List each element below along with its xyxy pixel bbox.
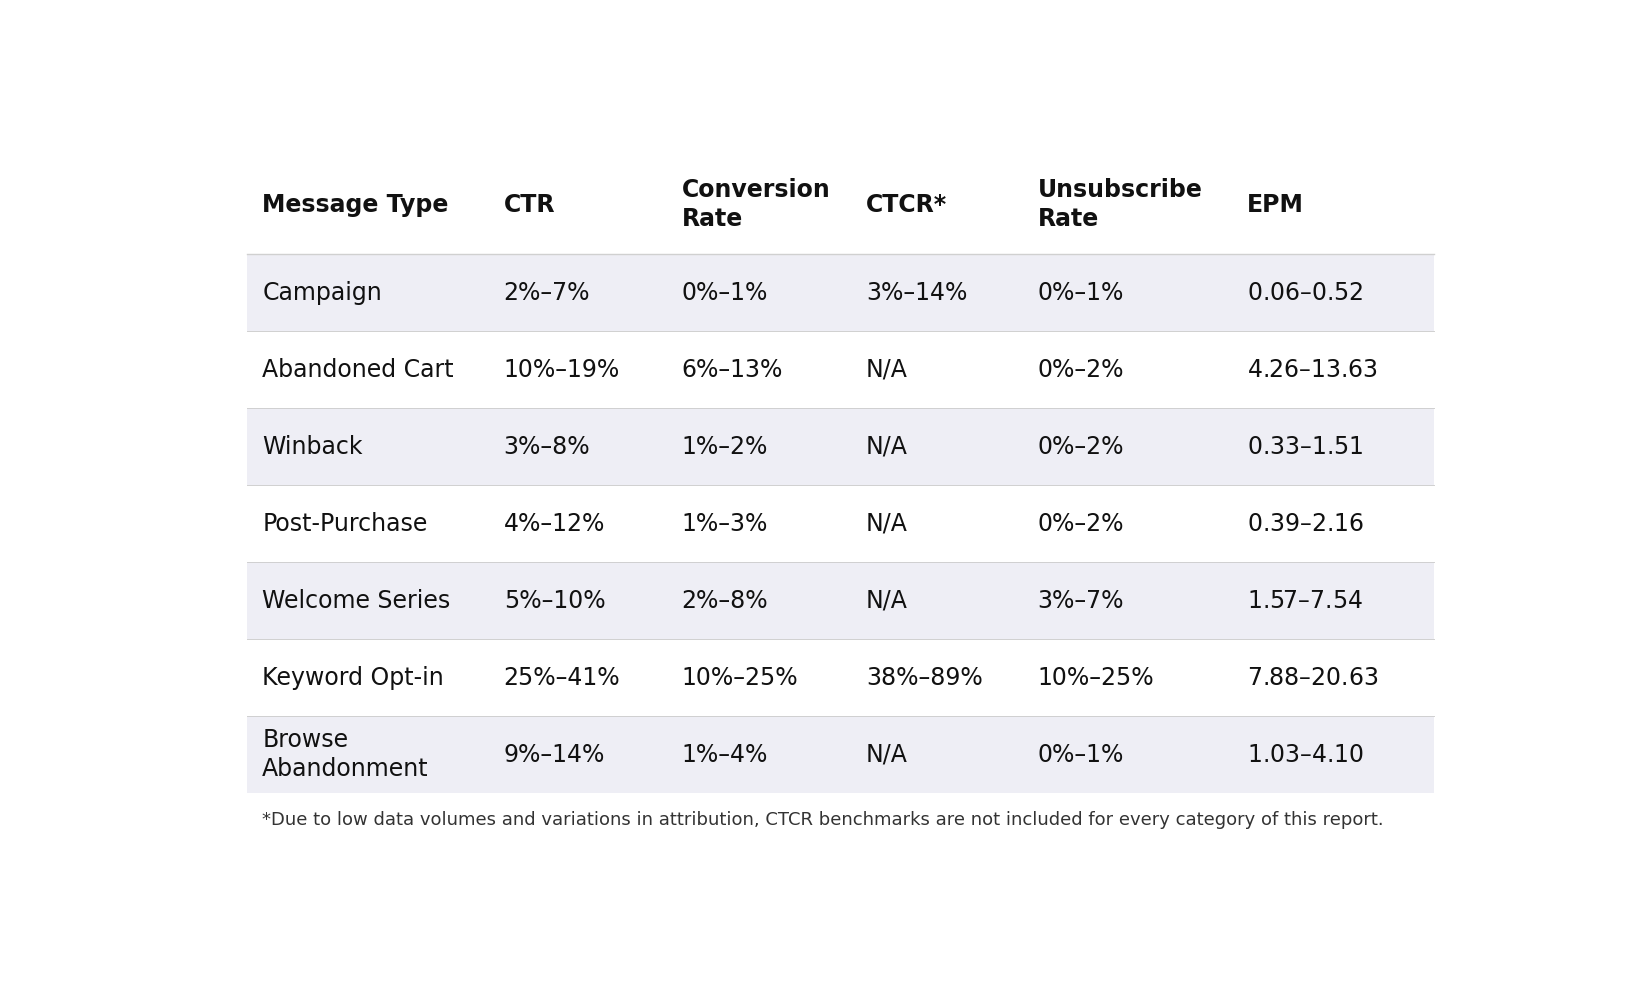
Text: $0.33–$1.51: $0.33–$1.51: [1247, 435, 1364, 458]
Text: $0.06–$0.52: $0.06–$0.52: [1247, 281, 1364, 304]
Text: N/A: N/A: [865, 435, 908, 458]
Text: 1%–2%: 1%–2%: [682, 435, 767, 458]
Text: 0%–2%: 0%–2%: [1037, 512, 1123, 535]
FancyBboxPatch shape: [247, 408, 1432, 485]
Text: Message Type: Message Type: [262, 193, 449, 216]
Text: CTR: CTR: [503, 193, 556, 216]
Text: 3%–8%: 3%–8%: [503, 435, 590, 458]
Text: Conversion
Rate: Conversion Rate: [682, 178, 829, 231]
Text: Keyword Opt-in: Keyword Opt-in: [262, 666, 444, 690]
FancyBboxPatch shape: [247, 716, 1432, 793]
Text: 9%–14%: 9%–14%: [503, 743, 605, 767]
Text: $1.03–$4.10: $1.03–$4.10: [1247, 743, 1364, 767]
Text: Unsubscribe
Rate: Unsubscribe Rate: [1037, 178, 1201, 231]
Text: 0%–2%: 0%–2%: [1037, 358, 1123, 381]
Text: 5%–10%: 5%–10%: [503, 589, 605, 613]
Text: Browse
Abandonment: Browse Abandonment: [262, 728, 428, 782]
Text: 0%–1%: 0%–1%: [682, 281, 767, 304]
Text: Abandoned Cart: Abandoned Cart: [262, 358, 454, 381]
FancyBboxPatch shape: [241, 140, 1439, 858]
Text: 4%–12%: 4%–12%: [503, 512, 605, 535]
Text: *Due to low data volumes and variations in attribution, CTCR benchmarks are not : *Due to low data volumes and variations …: [262, 811, 1383, 829]
Text: 0%–1%: 0%–1%: [1037, 743, 1123, 767]
Text: $1.57–$7.54: $1.57–$7.54: [1247, 589, 1362, 613]
Text: 1%–4%: 1%–4%: [682, 743, 767, 767]
Text: N/A: N/A: [865, 512, 908, 535]
FancyBboxPatch shape: [247, 639, 1432, 716]
Text: 6%–13%: 6%–13%: [682, 358, 782, 381]
Text: Post-Purchase: Post-Purchase: [262, 512, 428, 535]
Text: 2%–8%: 2%–8%: [682, 589, 767, 613]
Text: 2%–7%: 2%–7%: [503, 281, 590, 304]
Text: 1%–3%: 1%–3%: [682, 512, 767, 535]
Text: N/A: N/A: [865, 743, 908, 767]
FancyBboxPatch shape: [247, 254, 1432, 331]
Text: 10%–25%: 10%–25%: [682, 666, 798, 690]
Text: 25%–41%: 25%–41%: [503, 666, 620, 690]
Text: 38%–89%: 38%–89%: [865, 666, 982, 690]
Text: 0%–1%: 0%–1%: [1037, 281, 1123, 304]
Text: $7.88–$20.63: $7.88–$20.63: [1247, 666, 1378, 690]
Text: Winback: Winback: [262, 435, 362, 458]
Text: 3%–7%: 3%–7%: [1037, 589, 1123, 613]
Text: 10%–25%: 10%–25%: [1037, 666, 1154, 690]
Text: $4.26–$13.63: $4.26–$13.63: [1247, 358, 1377, 381]
Text: CTCR*: CTCR*: [865, 193, 947, 216]
FancyBboxPatch shape: [247, 562, 1432, 639]
Text: N/A: N/A: [865, 358, 908, 381]
Text: EPM: EPM: [1247, 193, 1303, 216]
Text: $0.39–$2.16: $0.39–$2.16: [1247, 512, 1364, 535]
Text: Welcome Series: Welcome Series: [262, 589, 451, 613]
Text: 3%–14%: 3%–14%: [865, 281, 967, 304]
Text: 0%–2%: 0%–2%: [1037, 435, 1123, 458]
Text: N/A: N/A: [865, 589, 908, 613]
FancyBboxPatch shape: [247, 485, 1432, 562]
Text: 10%–19%: 10%–19%: [503, 358, 620, 381]
Text: Campaign: Campaign: [262, 281, 382, 304]
FancyBboxPatch shape: [247, 331, 1432, 408]
